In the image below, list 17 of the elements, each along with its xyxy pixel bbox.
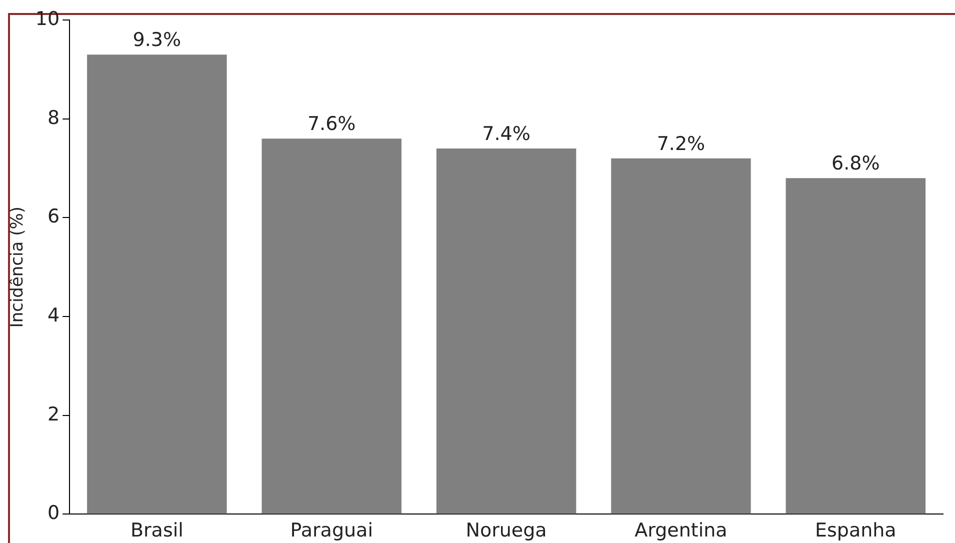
y-tick-label: 2: [47, 403, 60, 426]
data-label: 9.3%: [132, 29, 182, 52]
y-tick-label: 4: [47, 304, 60, 326]
data-label: 7.4%: [482, 122, 530, 145]
y-axis-title: Incidência (%): [8, 206, 28, 328]
data-label: 7.2%: [656, 132, 706, 155]
x-tick-label: Paraguai: [290, 520, 373, 542]
y-tick-label: 10: [35, 8, 60, 30]
y-tick-label: 6: [47, 206, 60, 228]
x-tick-label: Argentina: [634, 520, 728, 542]
x-tick-label: Noruega: [466, 520, 547, 542]
x-tick-label: Espanha: [814, 520, 896, 542]
y-tick-label: 0: [47, 502, 60, 524]
data-label: 7.6%: [307, 113, 356, 136]
y-tick-label: 8: [47, 106, 60, 129]
data-label: 6.8%: [832, 152, 880, 175]
x-tick-label: Brasil: [130, 520, 184, 542]
